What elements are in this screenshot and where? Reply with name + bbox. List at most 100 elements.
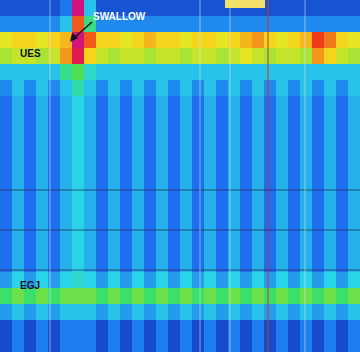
heat-cell — [132, 128, 145, 145]
heat-cell — [60, 336, 73, 352]
heat-cell — [312, 112, 325, 129]
heat-cell — [192, 32, 205, 49]
heat-cell — [12, 0, 25, 17]
heat-cell — [144, 32, 157, 49]
heat-cell — [192, 48, 205, 65]
heat-cell — [132, 32, 145, 49]
heat-cell — [168, 160, 181, 177]
heat-cell — [24, 128, 37, 145]
heat-cell — [120, 320, 133, 337]
heat-cell — [156, 96, 169, 113]
heat-cell — [276, 160, 289, 177]
heat-cell — [252, 32, 265, 49]
heat-cell — [120, 224, 133, 241]
heat-cell — [132, 320, 145, 337]
heat-cell — [312, 48, 325, 65]
heat-cell — [12, 32, 25, 49]
heat-cell — [36, 304, 49, 321]
heat-cell — [264, 112, 277, 129]
heat-cell — [312, 192, 325, 209]
heat-cell — [0, 304, 13, 321]
heat-cell — [0, 64, 13, 81]
heat-cell — [24, 240, 37, 257]
heat-cell — [276, 240, 289, 257]
heat-cell — [192, 16, 205, 33]
heat-cell — [252, 304, 265, 321]
heat-cell — [168, 240, 181, 257]
heat-cell — [60, 0, 73, 17]
heat-cell — [216, 16, 229, 33]
heat-cell — [252, 240, 265, 257]
heat-cell — [96, 240, 109, 257]
heat-cell — [96, 192, 109, 209]
heat-cell — [300, 80, 313, 97]
heat-cell — [24, 336, 37, 352]
heat-cell — [60, 16, 73, 33]
heat-cell — [60, 48, 73, 65]
heat-cell — [120, 144, 133, 161]
heat-cell — [96, 224, 109, 241]
heat-cell — [252, 16, 265, 33]
heat-cell — [24, 80, 37, 97]
heat-cell — [108, 224, 121, 241]
heat-cell — [336, 144, 349, 161]
heat-cell — [0, 48, 13, 65]
heat-cell — [144, 80, 157, 97]
heat-cell — [36, 160, 49, 177]
heat-cell — [204, 272, 217, 289]
heat-cell — [324, 128, 337, 145]
heat-cell — [36, 16, 49, 33]
heat-cell — [180, 336, 193, 352]
heat-cell — [108, 144, 121, 161]
heat-cell — [144, 272, 157, 289]
heat-cell — [216, 224, 229, 241]
heat-cell — [192, 144, 205, 161]
heat-cell — [108, 192, 121, 209]
heat-cell — [276, 336, 289, 352]
heat-cell — [192, 272, 205, 289]
heat-cell — [132, 144, 145, 161]
heat-cell — [288, 16, 301, 33]
heat-cell — [324, 304, 337, 321]
heat-cell — [12, 112, 25, 129]
heat-cell — [240, 224, 253, 241]
heat-cell — [84, 336, 97, 352]
heat-cell — [168, 48, 181, 65]
heat-cell — [156, 64, 169, 81]
heat-cell — [288, 144, 301, 161]
heat-cell — [324, 16, 337, 33]
heat-cell — [192, 288, 205, 305]
heat-cell — [96, 272, 109, 289]
heat-cell — [204, 80, 217, 97]
heat-cell — [120, 208, 133, 225]
heat-cell — [252, 320, 265, 337]
heat-cell — [324, 320, 337, 337]
heat-cell — [108, 112, 121, 129]
heat-cell — [336, 0, 349, 17]
heat-cell — [324, 160, 337, 177]
heat-cell — [180, 144, 193, 161]
heat-cell — [324, 288, 337, 305]
heat-cell — [108, 48, 121, 65]
heat-cell — [180, 320, 193, 337]
heat-cell — [168, 272, 181, 289]
heat-cell — [240, 304, 253, 321]
heat-cell — [204, 240, 217, 257]
heat-cell — [72, 0, 85, 17]
heat-cell — [192, 320, 205, 337]
heat-cell — [12, 160, 25, 177]
heat-cell — [120, 128, 133, 145]
heat-cell — [252, 128, 265, 145]
heat-cell — [312, 96, 325, 113]
heat-cell — [336, 288, 349, 305]
heat-cell — [276, 80, 289, 97]
heat-cell — [168, 128, 181, 145]
heat-cell — [264, 240, 277, 257]
heat-cell — [84, 96, 97, 113]
heat-cell — [96, 336, 109, 352]
heat-cell — [276, 32, 289, 49]
heat-cell — [204, 208, 217, 225]
heat-cell — [312, 144, 325, 161]
heat-cell — [132, 96, 145, 113]
heat-cell — [336, 96, 349, 113]
